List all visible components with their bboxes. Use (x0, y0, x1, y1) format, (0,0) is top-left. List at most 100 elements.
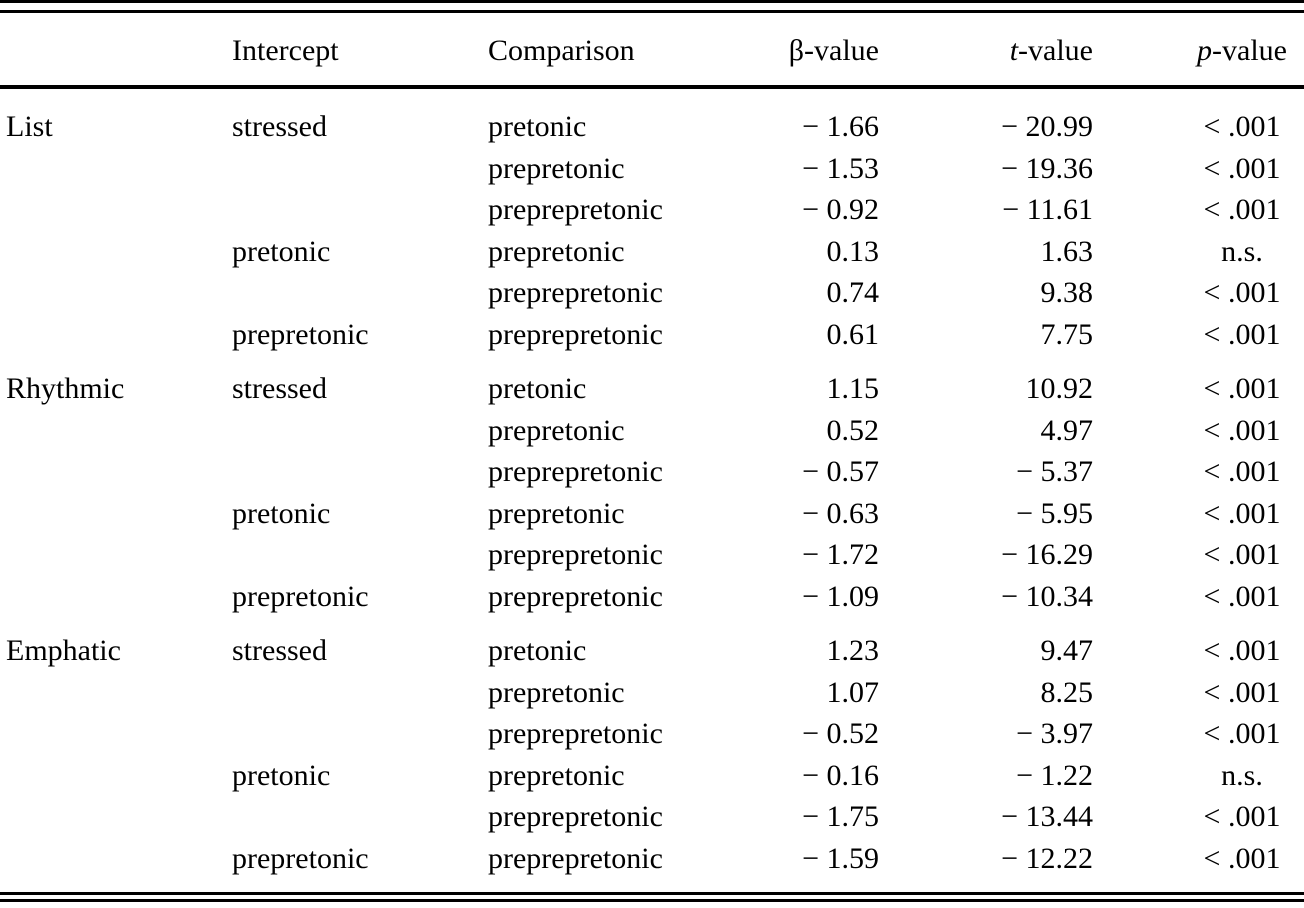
table-group: List stressed pretonic − 1.66− 20.99 < .001 p… (0, 106, 1304, 355)
cell-group-label (0, 231, 232, 273)
cell-p-value: < .001 (1203, 151, 1281, 185)
table-row: preprepretonic 0.74 9.38 < .001 (0, 272, 1304, 314)
cell-beta-value: − 1.75 (802, 800, 879, 833)
cell-group-label (0, 534, 232, 576)
table-row: pretonic prepretonic − 0.63 − 5.95 < .001 (0, 493, 1304, 535)
cell-p-value: < .001 (1203, 634, 1281, 667)
cell-beta-value: 0.61 (826, 317, 880, 351)
cell-group-label (0, 755, 232, 797)
cell-comparison: preprepretonic (488, 579, 663, 613)
cell-intercept: stressed (232, 634, 327, 667)
cell-t-value: 8.25 (1040, 675, 1094, 709)
table-body: List stressed pretonic − 1.66− 20.99 < .001 p… (0, 89, 1304, 892)
cell-beta-value: − 1.66 (802, 110, 879, 143)
cell-intercept: prepretonic (232, 317, 369, 351)
cell-intercept (232, 534, 488, 576)
table-row: pretonic prepretonic − 0.16 − 1.22 n.s. (0, 755, 1304, 797)
cell-beta-value: 1.07 (826, 675, 880, 709)
table-row: prepretonic preprepretonic − 1.59 − 12.22 < … (0, 838, 1304, 880)
table-row: Rhythmic stressed pretonic 1.15 10.92 < .001 (0, 368, 1304, 410)
cell-t-value: − 12.22 (1001, 841, 1093, 875)
top-rule-line-2 (0, 10, 1304, 13)
cell-group-label (0, 410, 232, 452)
cell-group-label (0, 314, 232, 356)
cell-t-value: − 5.37 (1016, 455, 1093, 488)
cell-beta-value: 0.52 (826, 413, 880, 447)
table-row: preprepretonic − 1.72 − 16.29 < .001 (0, 534, 1304, 576)
cell-group-label (0, 189, 232, 231)
cell-intercept: pretonic (232, 234, 331, 268)
cell-p-value: < .001 (1203, 496, 1281, 530)
cell-comparison: preprepretonic (488, 276, 663, 309)
cell-intercept: prepretonic (232, 579, 369, 613)
cell-t-value: 1.63 (1040, 234, 1094, 268)
cell-intercept: pretonic (232, 496, 331, 530)
cell-group-label (0, 796, 232, 838)
bottom-rule (0, 892, 1304, 902)
cell-group-label (0, 838, 232, 880)
cell-comparison: prepretonic (488, 675, 625, 709)
cell-intercept (232, 672, 488, 714)
cell-group-label (0, 451, 232, 493)
cell-intercept (232, 713, 488, 755)
cell-intercept (232, 410, 488, 452)
cell-t-value: − 13.44 (1001, 800, 1093, 833)
cell-p-value: n.s. (1221, 234, 1263, 268)
col-header-beta-value: β-value (788, 34, 879, 67)
cell-beta-value: − 1.53 (802, 151, 879, 185)
table-row: pretonic prepretonic 0.13 1.63 n.s. (0, 231, 1304, 273)
table-row: preprepretonic − 1.75 − 13.44 < .001 (0, 796, 1304, 838)
top-rule (0, 0, 1304, 13)
table-row: preprepretonic − 0.92 − 11.61 < .001 (0, 189, 1304, 231)
cell-group-label: List (6, 110, 53, 143)
cell-p-value: < .001 (1203, 110, 1281, 143)
cell-group-label (0, 272, 232, 314)
cell-p-value: < .001 (1203, 538, 1281, 571)
cell-comparison: preprepretonic (488, 193, 663, 226)
beta-symbol: β (788, 34, 805, 67)
table-group: Rhythmic stressed pretonic 1.15 10.92 < .001 p… (0, 368, 1304, 617)
cell-t-value: 7.75 (1040, 317, 1094, 351)
cell-t-value: − 5.95 (1016, 496, 1093, 530)
cell-p-value: < .001 (1203, 717, 1281, 750)
top-rule-line-1 (0, 0, 1304, 3)
cell-intercept (232, 451, 488, 493)
t-symbol: t (1009, 34, 1019, 67)
cell-comparison: preprepretonic (488, 717, 663, 750)
table-row: Emphatic stressed pretonic 1.23 9.47 < .001 (0, 630, 1304, 672)
cell-p-value: n.s. (1221, 758, 1263, 792)
cell-beta-value: 1.15 (826, 372, 880, 405)
col-header-comparison: Comparison (488, 34, 635, 67)
cell-beta-value: − 1.72 (802, 538, 879, 571)
cell-comparison: preprepretonic (488, 317, 663, 351)
cell-comparison: prepretonic (488, 234, 625, 268)
table-row: prepretonic − 1.53 − 19.36 < .001 (0, 148, 1304, 190)
cell-t-value: 10.92 (1025, 372, 1094, 405)
bottom-rule-line-2 (0, 899, 1304, 902)
cell-t-value: − 20.99 (1001, 110, 1093, 143)
p-symbol: p (1197, 34, 1213, 67)
cell-intercept: stressed (232, 372, 327, 405)
cell-group-label (0, 713, 232, 755)
cell-comparison: prepretonic (488, 496, 625, 530)
cell-intercept: pretonic (232, 758, 331, 792)
cell-p-value: < .001 (1203, 193, 1281, 226)
table-row: preprepretonic − 0.52 − 3.97 < .001 (0, 713, 1304, 755)
cell-t-value: − 19.36 (1001, 151, 1093, 185)
cell-t-value: − 3.97 (1016, 717, 1093, 750)
cell-intercept (232, 148, 488, 190)
cell-t-value: − 16.29 (1001, 538, 1093, 571)
cell-beta-value: − 0.16 (802, 758, 879, 792)
table-row: List stressed pretonic − 1.66 − 20.99 < .001 (0, 106, 1304, 148)
cell-intercept: stressed (232, 110, 327, 143)
cell-intercept (232, 272, 488, 314)
table-row: prepretonic 1.07 8.25 < .001 (0, 672, 1304, 714)
cell-t-value: 9.47 (1040, 634, 1094, 667)
cell-comparison: preprepretonic (488, 455, 663, 488)
cell-intercept: prepretonic (232, 841, 369, 875)
cell-t-value: − 1.22 (1016, 758, 1093, 792)
table-row: preprepretonic − 0.57 − 5.37 < .001 (0, 451, 1304, 493)
cell-comparison: prepretonic (488, 151, 625, 185)
cell-beta-value: 0.13 (826, 234, 880, 268)
cell-intercept (232, 189, 488, 231)
